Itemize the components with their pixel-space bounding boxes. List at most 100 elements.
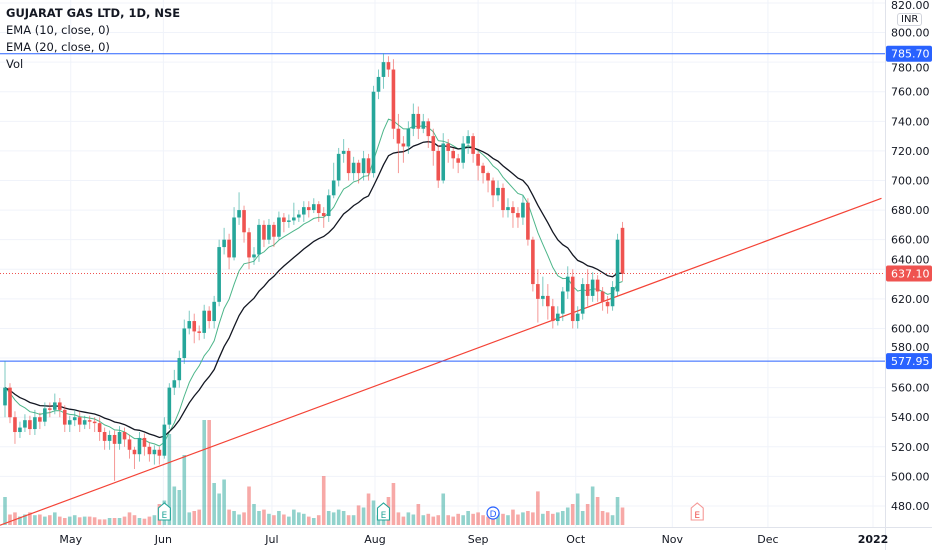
candle — [366, 153, 371, 181]
candle-body — [38, 417, 42, 422]
candle — [217, 239, 221, 307]
candle-body — [112, 434, 117, 444]
candle — [610, 281, 615, 311]
price-tick-label: 600.00 — [891, 322, 930, 335]
candle-body — [481, 165, 485, 174]
last-price-tag — [886, 265, 932, 282]
candle — [431, 128, 436, 166]
candle-body — [311, 204, 316, 211]
volume-bar — [53, 512, 57, 525]
candle — [391, 59, 396, 140]
time-tick-label: Sep — [468, 533, 489, 546]
candle — [287, 214, 291, 228]
candle-body — [247, 232, 251, 258]
dividend-marker-label: D — [490, 510, 497, 520]
candle-body — [331, 180, 336, 196]
candle-body — [396, 128, 401, 144]
volume-bar — [102, 519, 107, 525]
candle — [346, 147, 351, 181]
candle-body — [13, 417, 17, 433]
candle — [476, 150, 480, 181]
candle — [77, 411, 82, 433]
time-tick-label: Jun — [154, 533, 172, 546]
candle-body — [172, 380, 177, 388]
candle — [28, 415, 32, 435]
candle — [222, 227, 226, 255]
volume-bar — [152, 515, 157, 525]
candle-body — [207, 310, 211, 322]
candle-body — [262, 224, 266, 240]
volume-bar — [501, 513, 505, 525]
volume-bar — [336, 509, 341, 525]
ema10-legend[interactable]: EMA (10, close, 0) — [6, 23, 110, 37]
time-tick-label: Nov — [662, 533, 684, 546]
candle-body — [157, 449, 162, 456]
candle-body — [391, 69, 396, 129]
volume-bar — [546, 511, 550, 525]
candle — [461, 136, 465, 169]
volume-bar — [132, 515, 137, 525]
candle — [48, 402, 52, 418]
candle — [202, 304, 206, 339]
volume-bar — [331, 512, 336, 525]
candle — [212, 295, 216, 329]
candle — [57, 397, 62, 418]
candle-body — [107, 434, 112, 441]
candle — [43, 402, 47, 427]
candle — [277, 211, 281, 240]
candle — [267, 218, 271, 245]
candle — [615, 233, 620, 296]
time-tick-label: Jul — [264, 533, 278, 546]
candle-body — [600, 291, 605, 302]
candle-body — [346, 150, 351, 174]
candle-body — [351, 162, 356, 174]
earnings-marker — [157, 502, 171, 521]
hline-price-tag-label: 577.95 — [891, 355, 930, 368]
symbol-title[interactable]: GUJARAT GAS LTD, 1D, NSE — [6, 6, 181, 20]
volume-bar — [590, 486, 595, 525]
candle-body — [565, 276, 570, 292]
price-tick-label: 660.00 — [891, 234, 930, 247]
candle-body — [147, 446, 152, 455]
candle — [546, 284, 550, 320]
currency-badge[interactable]: INR — [897, 13, 923, 26]
candle-body — [461, 143, 465, 163]
volume-bar — [272, 515, 276, 525]
candle-body — [237, 210, 241, 218]
volume-bar — [506, 515, 510, 525]
volume-bar — [366, 493, 371, 525]
candle-body — [511, 207, 515, 214]
candle-body — [152, 449, 157, 455]
candle — [501, 183, 505, 218]
candle — [13, 411, 17, 444]
candle-body — [217, 247, 221, 302]
volume-bar — [531, 512, 535, 525]
candle — [62, 405, 67, 433]
volume-bar — [391, 483, 396, 525]
volume-bar — [38, 514, 42, 525]
price-tick-label: 540.00 — [891, 411, 930, 424]
price-tick-label: 640.00 — [891, 254, 930, 267]
candle — [436, 144, 441, 188]
candle — [496, 180, 500, 202]
volume-bar — [610, 515, 615, 525]
candle-body — [366, 158, 371, 174]
volume-legend[interactable]: Vol — [6, 57, 24, 71]
volume-bar — [207, 420, 211, 525]
candle — [620, 221, 625, 282]
ema20-legend[interactable]: EMA (20, close, 0) — [6, 40, 110, 54]
volume-bar — [18, 516, 22, 525]
candle — [192, 313, 197, 344]
candle — [516, 207, 520, 228]
volume-bar — [77, 517, 82, 525]
candle — [3, 360, 7, 418]
candle-body — [197, 331, 202, 333]
volume-bar — [177, 490, 182, 525]
volume-bar — [257, 511, 261, 525]
volume-bar — [282, 514, 286, 525]
candle-body — [222, 239, 226, 248]
candle — [411, 103, 416, 137]
candle-body — [376, 76, 381, 92]
candle — [247, 227, 251, 270]
